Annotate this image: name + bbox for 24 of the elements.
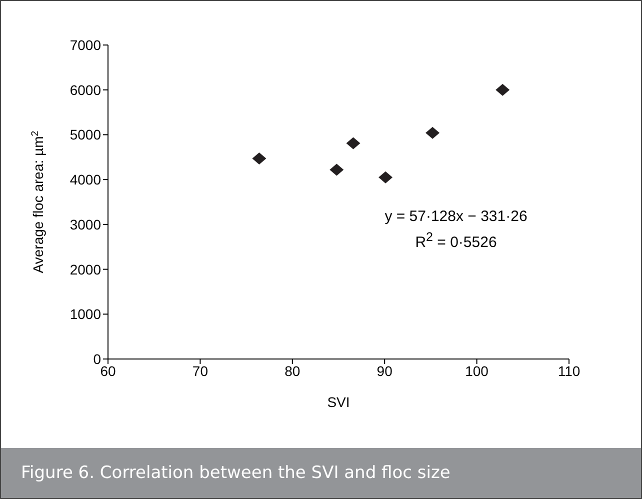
y-tick-label: 7000 [70,36,102,53]
x-tick-label: 100 [465,362,489,379]
x-tick-label: 90 [376,362,393,379]
x-tick-label: 60 [100,362,116,379]
y-tick-label: 4000 [70,172,102,188]
point [330,164,344,176]
point [346,137,360,150]
y-tick-label: 3000 [70,216,102,232]
text: Figure 6. Correlation between the SVI and floc size [1,448,641,498]
y-tick-label: 6000 [70,82,102,98]
x-tick-label: 70 [192,362,208,379]
y-tick-label: 0 [93,350,102,367]
x-tick-label: 80 [284,362,300,379]
annotation: R$^{2}$ = 0·5526 [414,229,498,253]
y-tick-label: 2000 [70,261,102,278]
point [252,152,266,164]
x-axis-title: SVI [327,394,350,410]
x-tick-label: 110 [558,362,580,379]
annotation: y = 57·128x − 331·26 [384,207,528,227]
y-tick-label: 1000 [70,306,102,322]
point [378,171,393,184]
y-tick-label: 5000 [70,126,102,143]
point [426,126,440,139]
point [496,84,510,96]
